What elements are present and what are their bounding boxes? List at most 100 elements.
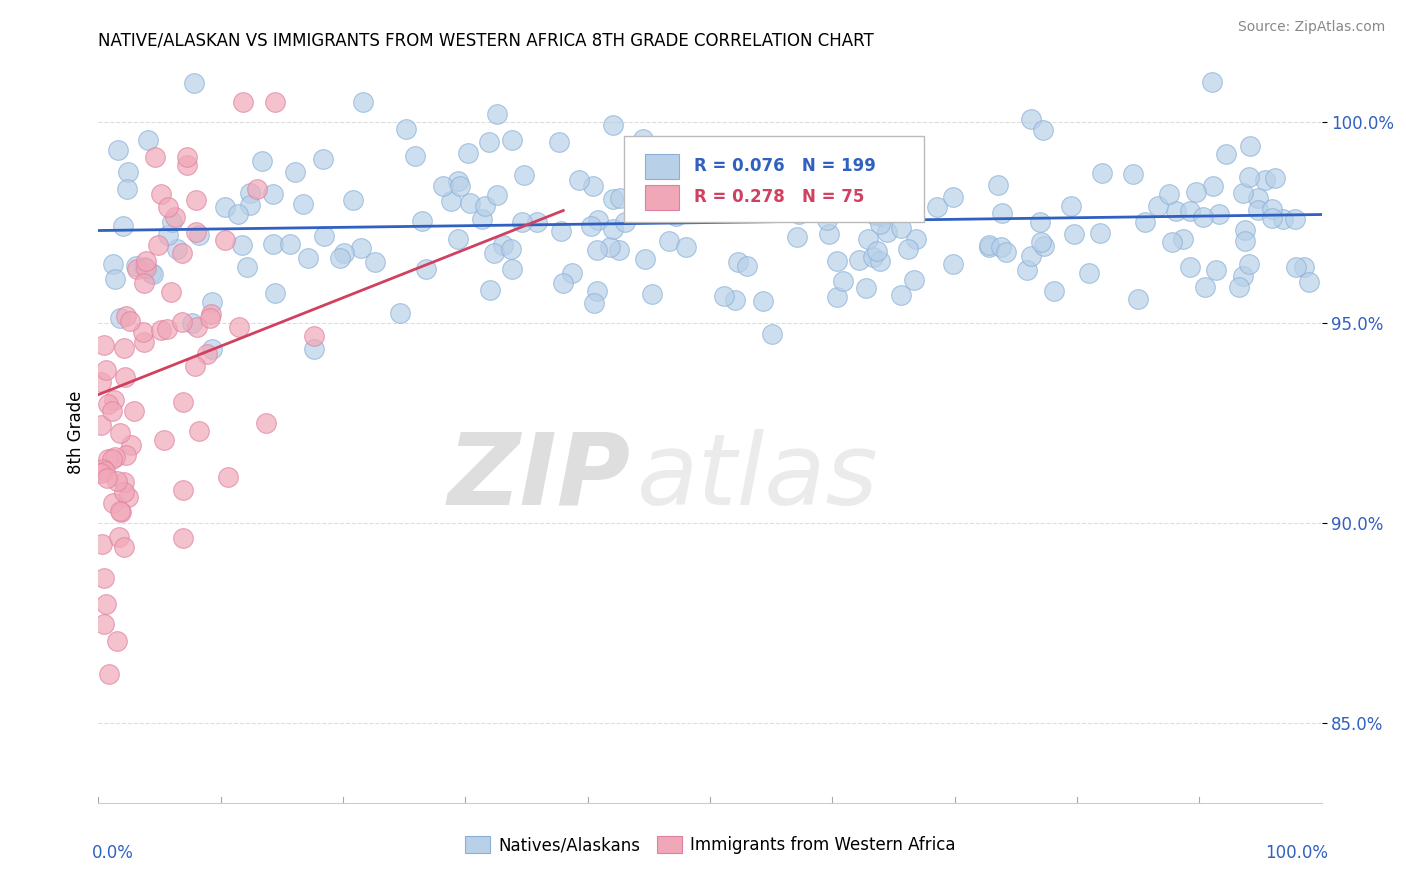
- Point: [479, 283, 502, 297]
- Point: [1261, 211, 1284, 225]
- Point: [302, 329, 325, 343]
- Point: [1247, 191, 1270, 205]
- Point: [198, 310, 221, 325]
- Point: [1157, 186, 1180, 201]
- Point: [93, 571, 115, 585]
- Point: [107, 144, 129, 158]
- Point: [201, 342, 224, 356]
- Point: [835, 200, 858, 214]
- Point: [262, 187, 284, 202]
- Point: [333, 245, 356, 260]
- Point: [994, 245, 1017, 260]
- Point: [226, 207, 249, 221]
- Point: [117, 164, 139, 178]
- Point: [640, 287, 662, 301]
- Point: [582, 295, 605, 310]
- Point: [1202, 178, 1225, 193]
- Point: [1237, 169, 1260, 184]
- Point: [869, 217, 891, 231]
- Point: [890, 288, 912, 302]
- Point: [110, 311, 132, 326]
- Point: [186, 193, 208, 207]
- Point: [142, 268, 165, 282]
- Point: [228, 320, 250, 334]
- Point: [105, 474, 128, 488]
- Point: [501, 133, 523, 147]
- Text: 0.0%: 0.0%: [93, 844, 134, 862]
- Point: [1185, 186, 1208, 200]
- Point: [634, 252, 657, 266]
- Point: [1063, 227, 1085, 241]
- Point: [1031, 235, 1053, 249]
- Point: [93, 338, 115, 352]
- Point: [486, 107, 509, 121]
- Point: [236, 260, 259, 275]
- Point: [232, 95, 254, 110]
- Point: [925, 200, 948, 214]
- Point: [254, 416, 277, 430]
- Point: [166, 242, 188, 256]
- Point: [163, 210, 186, 224]
- Point: [825, 147, 848, 161]
- Point: [613, 215, 636, 229]
- Point: [312, 228, 335, 243]
- Point: [1232, 269, 1254, 284]
- Point: [664, 209, 686, 223]
- Point: [115, 182, 138, 196]
- Point: [550, 225, 572, 239]
- Point: [561, 266, 583, 280]
- Point: [586, 212, 609, 227]
- Point: [1173, 232, 1195, 246]
- Point: [1194, 280, 1216, 294]
- Point: [713, 289, 735, 303]
- Point: [352, 95, 374, 109]
- Point: [132, 276, 155, 290]
- Point: [159, 285, 181, 299]
- Point: [607, 243, 630, 257]
- Point: [186, 225, 208, 239]
- Point: [862, 250, 884, 264]
- Point: [1239, 138, 1261, 153]
- Point: [1019, 249, 1042, 263]
- Point: [117, 490, 139, 504]
- Text: R = 0.076   N = 199: R = 0.076 N = 199: [695, 157, 876, 175]
- Point: [865, 244, 887, 258]
- Point: [818, 227, 841, 241]
- Point: [761, 326, 783, 341]
- Text: 100.0%: 100.0%: [1265, 844, 1327, 862]
- Point: [547, 136, 569, 150]
- Point: [1234, 222, 1257, 236]
- Point: [364, 255, 387, 269]
- Point: [786, 230, 808, 244]
- Point: [1091, 166, 1114, 180]
- Point: [103, 392, 125, 407]
- Point: [870, 209, 893, 223]
- Point: [1147, 198, 1170, 212]
- Point: [132, 325, 155, 339]
- Point: [735, 259, 758, 273]
- Point: [297, 252, 319, 266]
- Point: [1078, 266, 1101, 280]
- Point: [1239, 257, 1261, 271]
- Point: [825, 290, 848, 304]
- Point: [264, 285, 287, 300]
- Point: [1272, 212, 1295, 227]
- Point: [1292, 260, 1315, 275]
- Point: [804, 160, 827, 174]
- Point: [96, 597, 118, 611]
- Point: [404, 149, 426, 163]
- Point: [195, 347, 218, 361]
- Point: [112, 485, 135, 500]
- Point: [724, 186, 747, 201]
- Point: [94, 363, 117, 377]
- Point: [823, 163, 845, 178]
- Point: [602, 118, 624, 132]
- Point: [876, 225, 898, 239]
- Point: [825, 254, 848, 268]
- Point: [553, 276, 575, 290]
- Y-axis label: 8th Grade: 8th Grade: [66, 391, 84, 475]
- Point: [103, 257, 125, 271]
- Point: [112, 341, 135, 355]
- Point: [579, 219, 602, 234]
- Point: [1133, 215, 1156, 229]
